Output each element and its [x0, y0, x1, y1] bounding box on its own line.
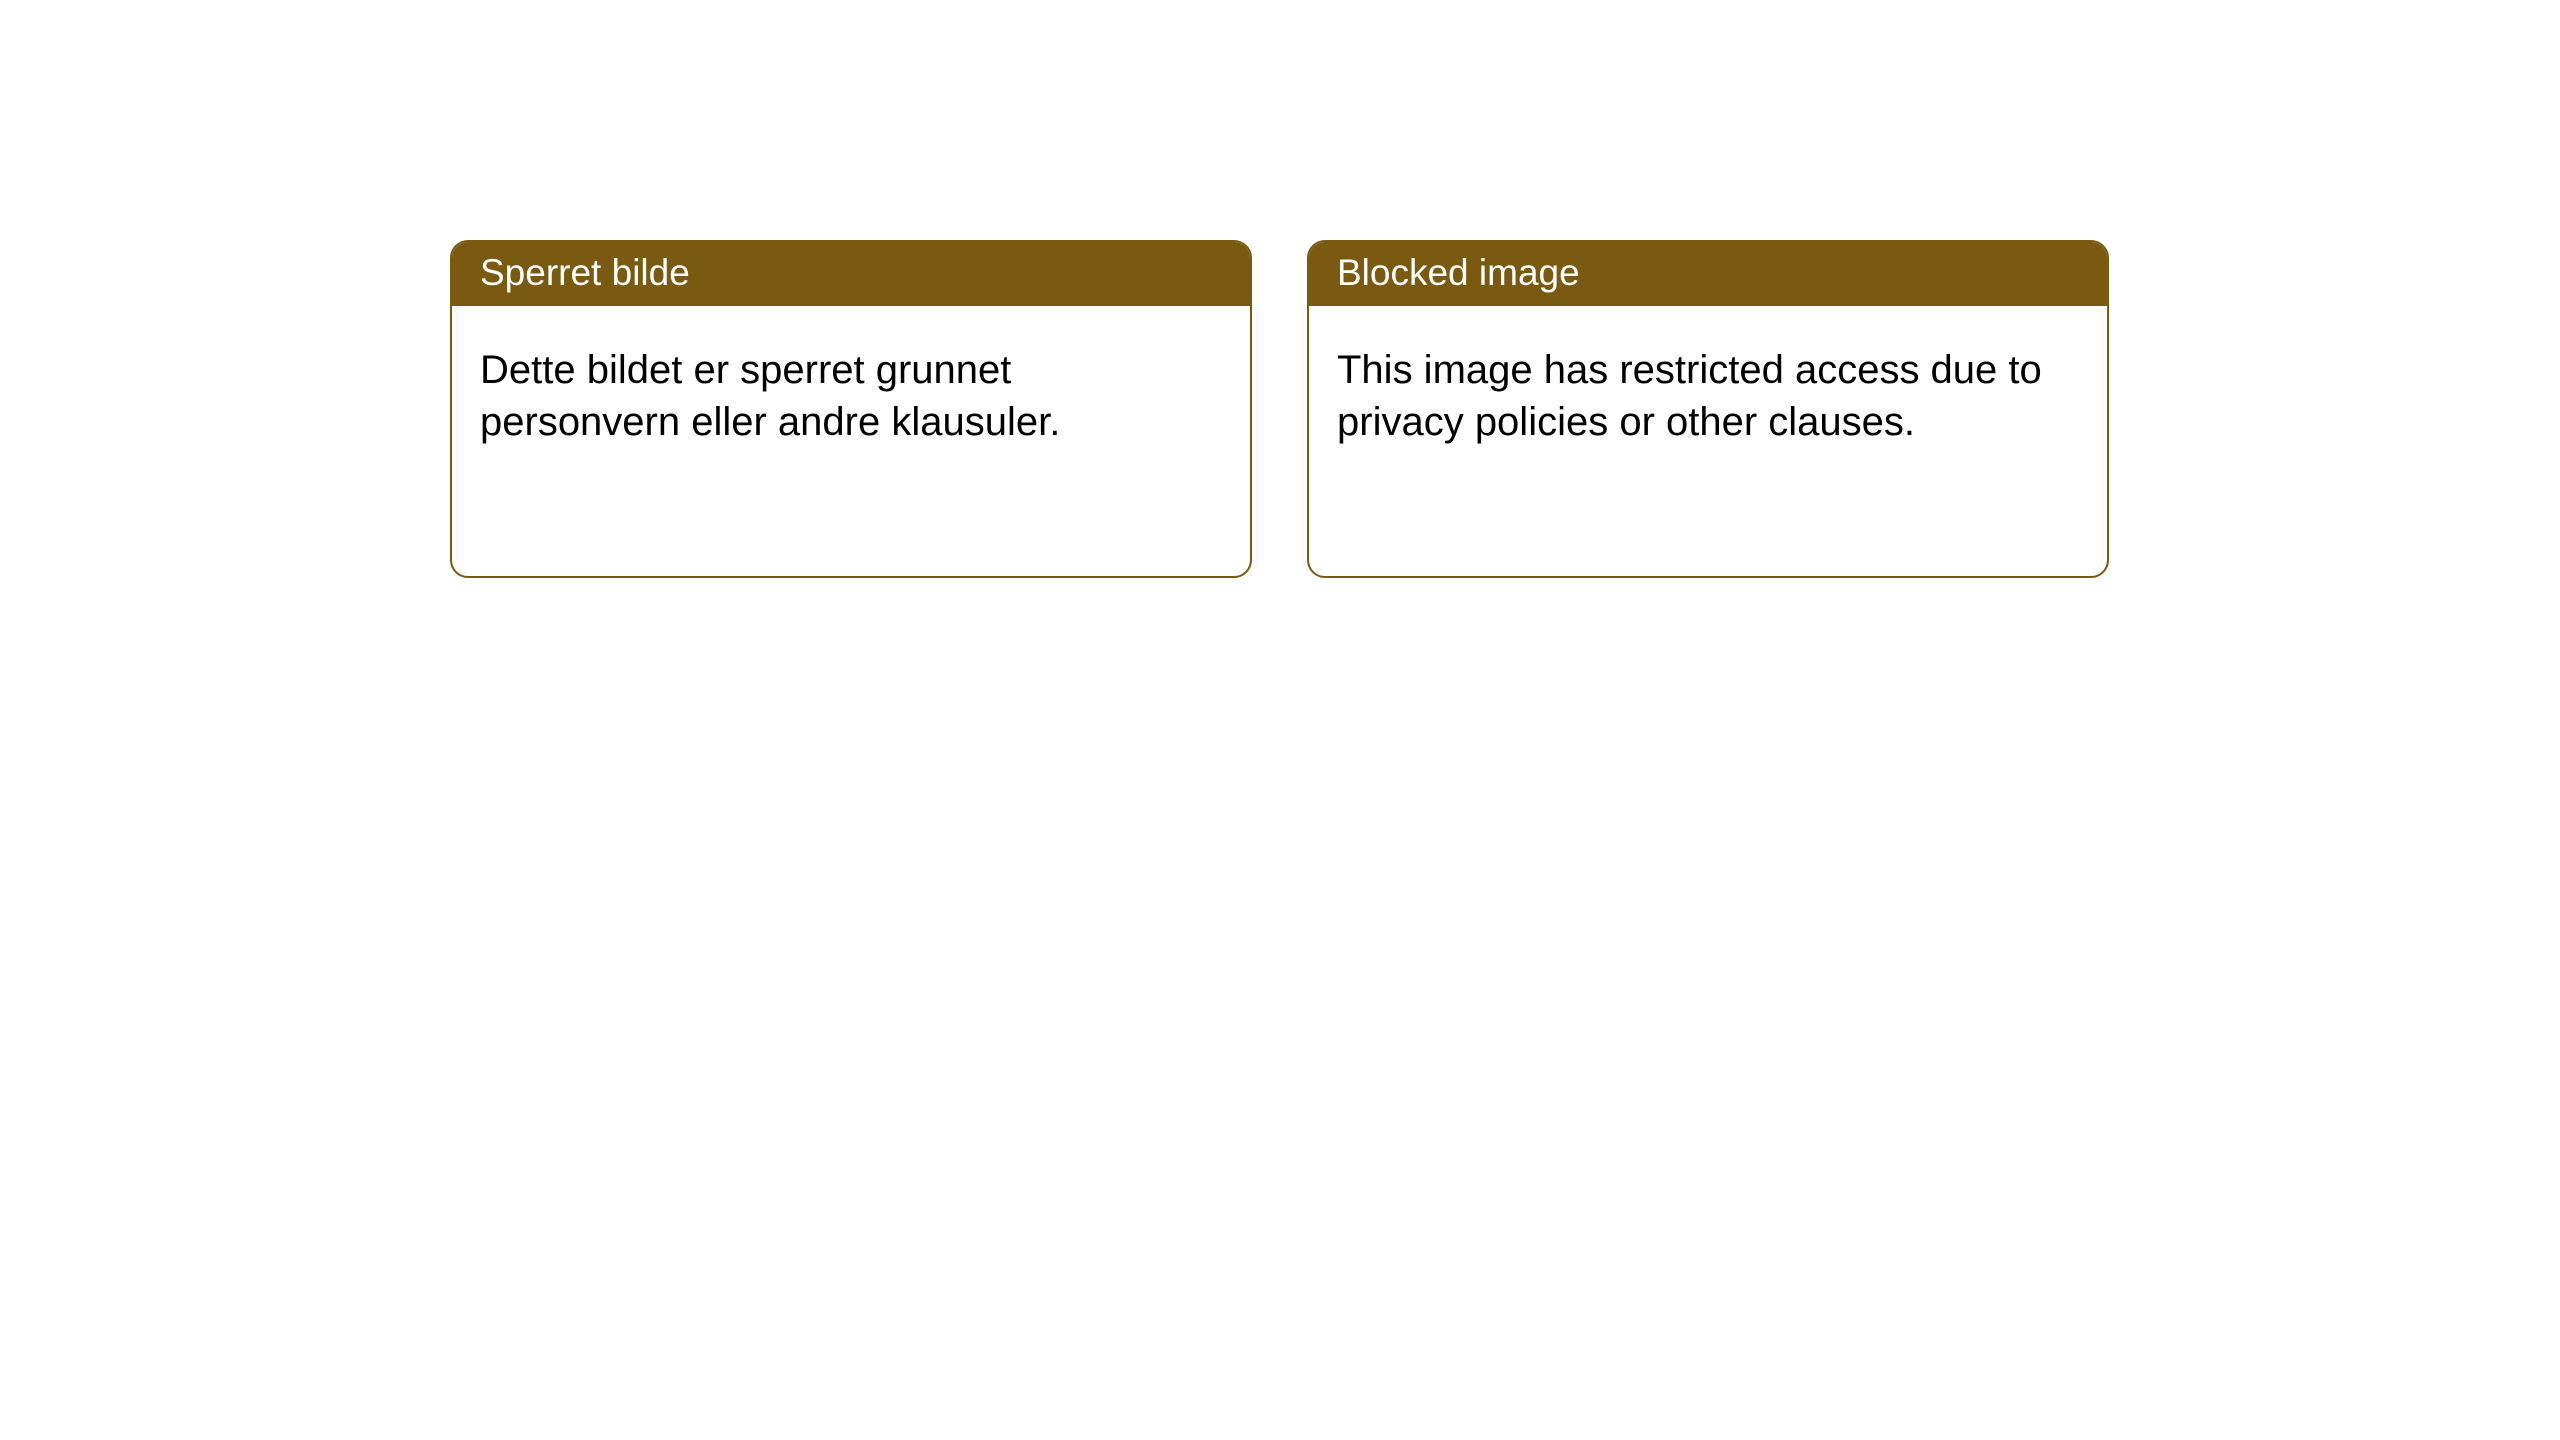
- notice-card-english: Blocked image This image has restricted …: [1307, 240, 2109, 578]
- notice-card-norwegian: Sperret bilde Dette bildet er sperret gr…: [450, 240, 1252, 578]
- notice-body: Dette bildet er sperret grunnet personve…: [452, 306, 1250, 576]
- notice-container: Sperret bilde Dette bildet er sperret gr…: [450, 240, 2109, 578]
- notice-header: Blocked image: [1309, 242, 2107, 306]
- notice-body: This image has restricted access due to …: [1309, 306, 2107, 576]
- notice-header: Sperret bilde: [452, 242, 1250, 306]
